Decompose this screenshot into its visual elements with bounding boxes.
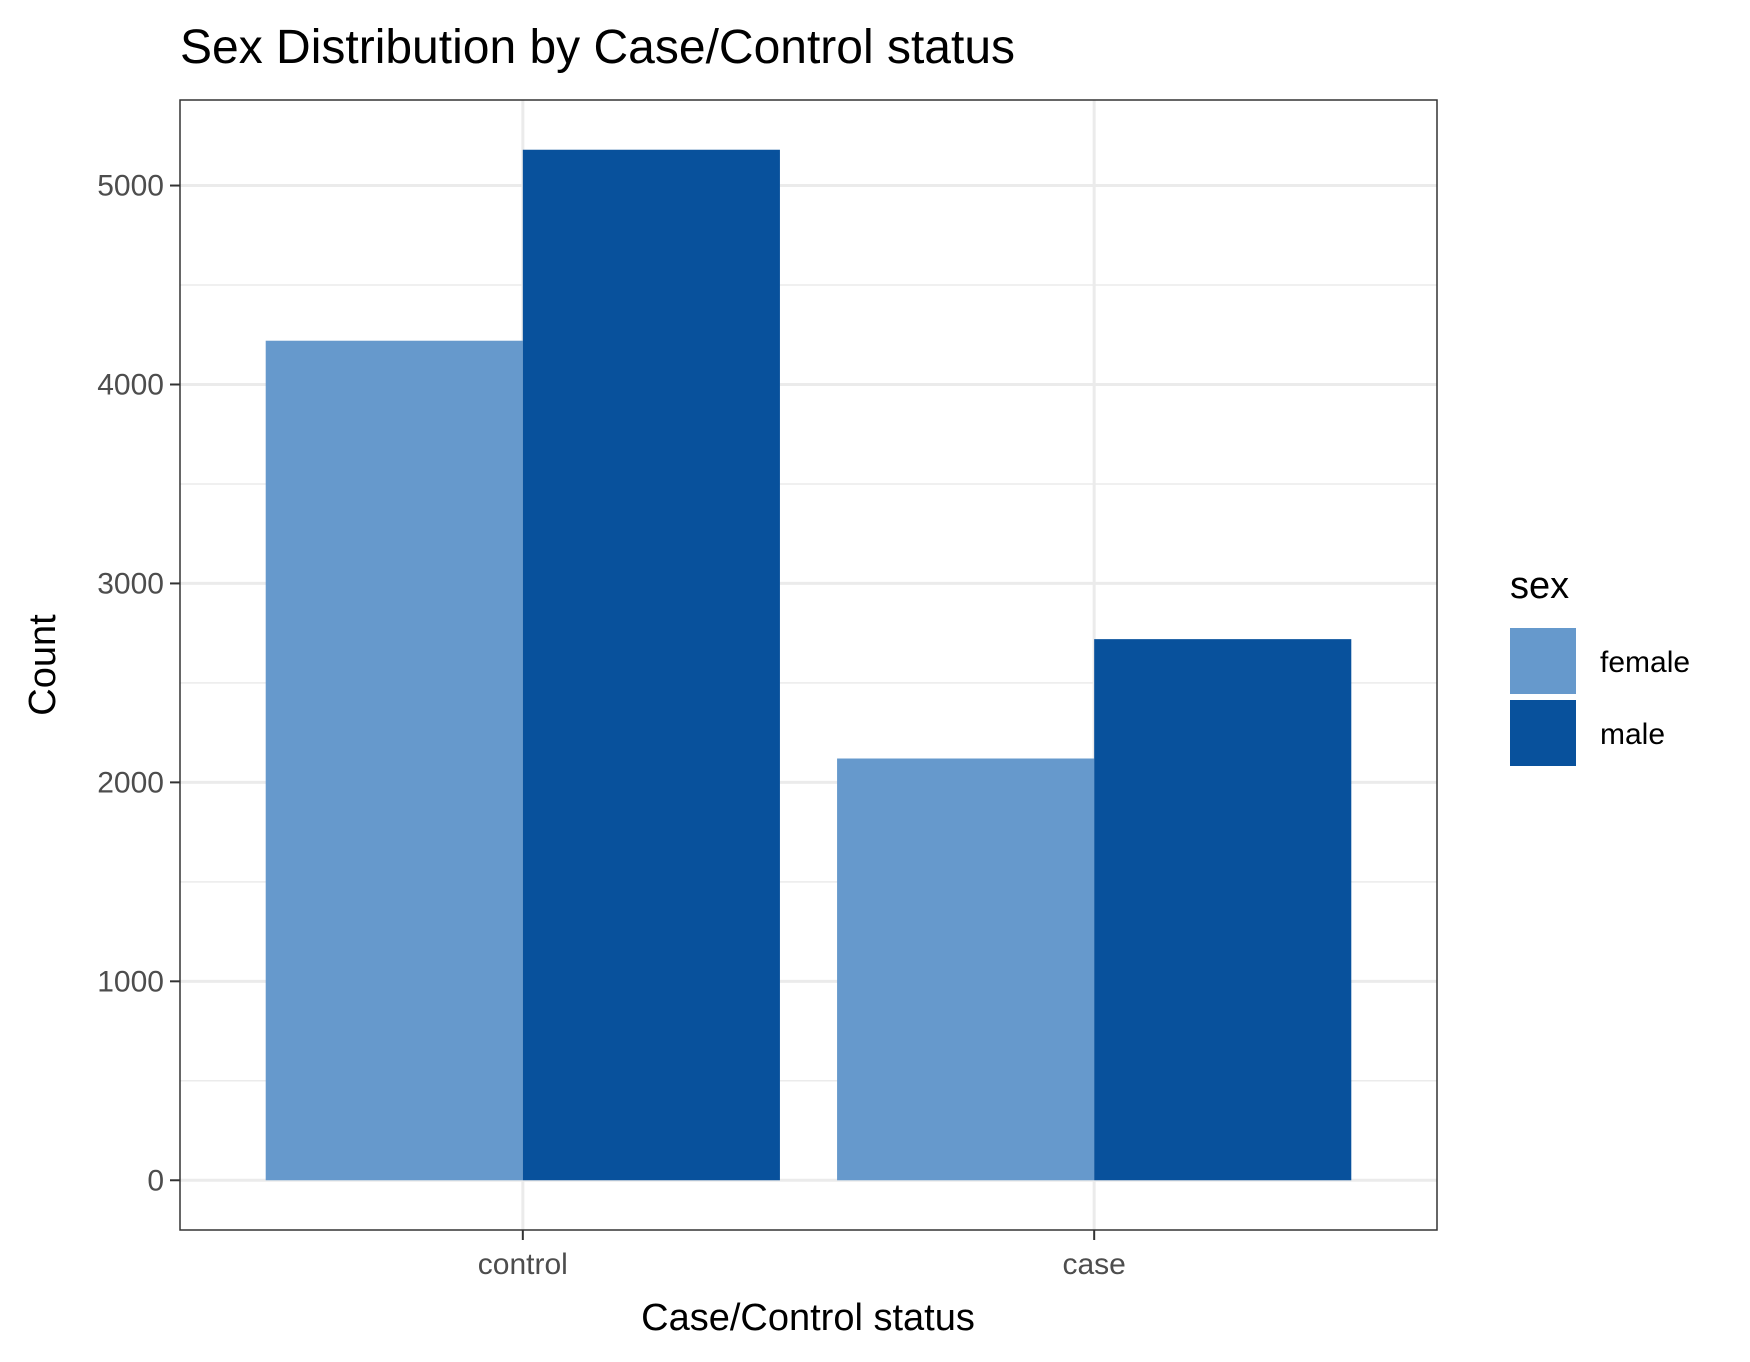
legend-title: sex [1510,565,1569,607]
legend-items: female male [1510,628,1690,766]
bars [265,149,1352,1181]
bar-female-control [265,340,523,1181]
legend-label-male: male [1600,718,1665,751]
x-tick-label: case [1062,1248,1125,1281]
plot-border [179,99,1438,1231]
legend-key-female [1510,628,1576,694]
y-tick-label: 1000 [97,965,164,998]
bar-male-control [522,149,780,1181]
bar-male-case [1094,639,1352,1181]
y-axis: 0 1000 2000 3000 4000 5000 [97,170,180,1197]
x-axis-title: Case/Control status [641,1297,975,1339]
x-tick-label: control [478,1248,568,1281]
y-tick-label: 0 [147,1164,164,1197]
plot-area [179,99,1438,1231]
x-axis: control case [478,1230,1126,1281]
legend-label-female: female [1600,646,1690,679]
chart-title: Sex Distribution by Case/Control status [180,21,1015,74]
bar-female-case [837,758,1095,1181]
y-tick-label: 3000 [97,567,164,600]
y-tick-label: 2000 [97,766,164,799]
y-axis-title: Count [22,614,64,716]
y-tick-label: 5000 [97,170,164,203]
legend: sex female male [1510,565,1690,766]
legend-key-male [1510,700,1576,766]
y-tick-label: 4000 [97,368,164,401]
